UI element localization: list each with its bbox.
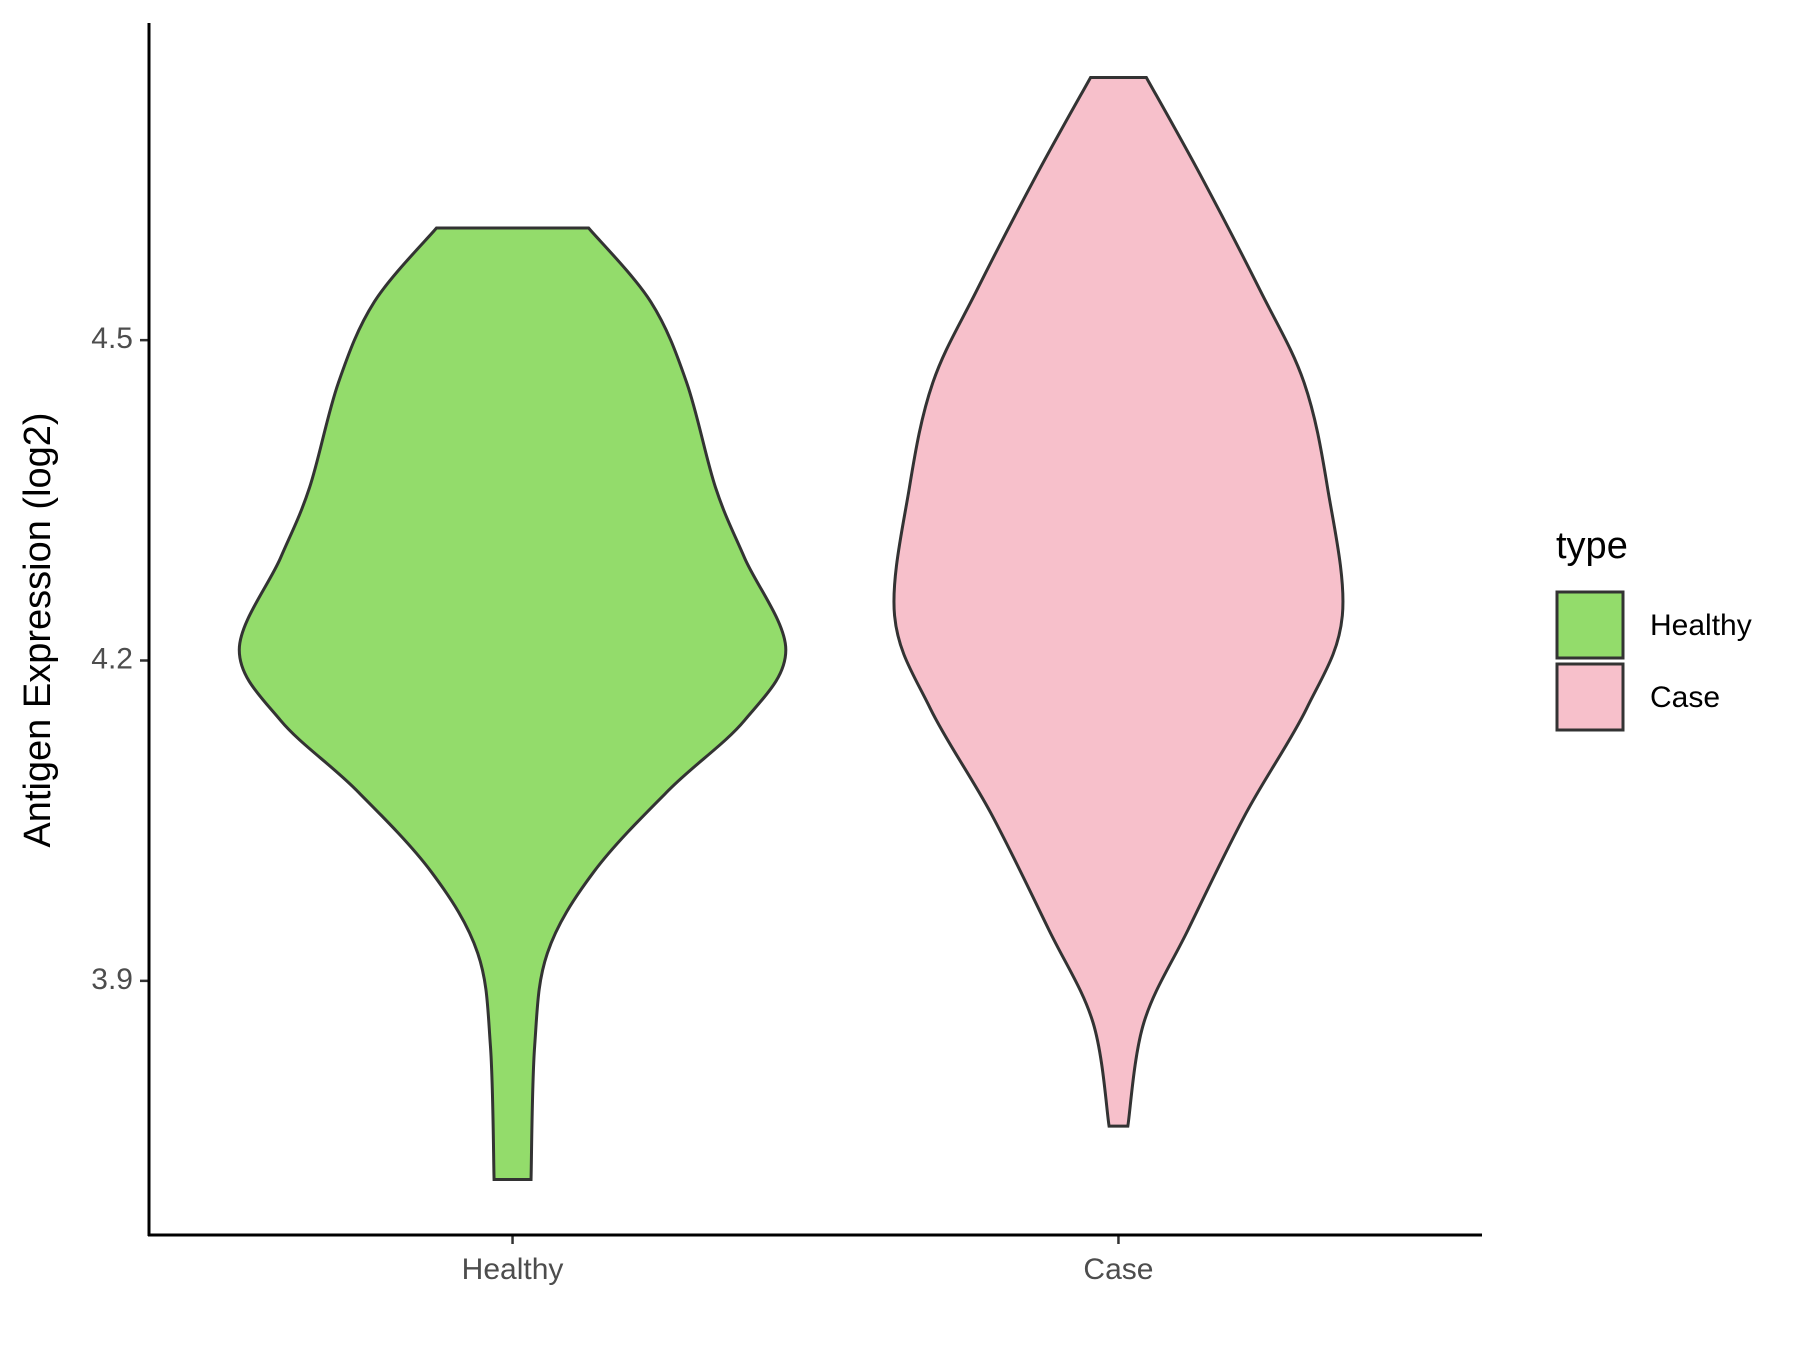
y-axis-title: Antigen Expression (log2) (17, 412, 59, 847)
legend-label: Case (1650, 681, 1720, 714)
legend-swatch (1555, 590, 1625, 660)
legend-label: Healthy (1650, 609, 1752, 642)
x-tick-label: Case (1083, 1253, 1153, 1286)
legend-title: type (1556, 525, 1628, 567)
y-tick-label: 4.2 (91, 642, 133, 675)
y-tick-label: 3.9 (91, 963, 133, 996)
violin (892, 75, 1345, 1128)
y-tick-label: 4.5 (91, 322, 133, 355)
violin (237, 226, 788, 1181)
x-tick-label: Healthy (462, 1253, 564, 1286)
legend-swatch (1555, 662, 1625, 732)
